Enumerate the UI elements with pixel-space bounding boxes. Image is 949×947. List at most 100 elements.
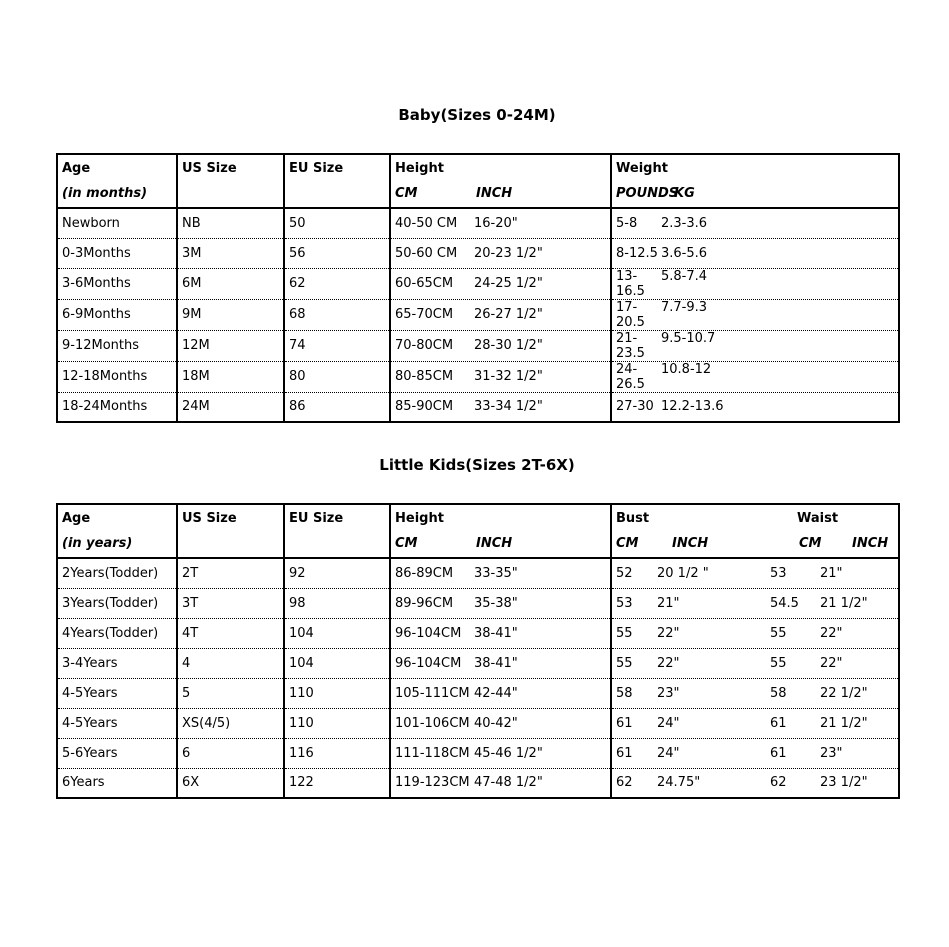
- weight-pounds-value: 5-8: [616, 215, 638, 231]
- header-height: Height CM INCH: [389, 154, 611, 208]
- waist-cm-value: 55: [770, 625, 787, 641]
- weight-cell: 13-16.5 5.8-7.4: [610, 268, 899, 299]
- header-age-unit: (in months): [62, 186, 148, 201]
- eu-size-cell: 104: [283, 648, 390, 678]
- height-cell: 86-89CM 33-35": [389, 558, 611, 588]
- height-cell: 119-123CM 47-48 1/2": [389, 768, 611, 798]
- us-size-cell: 6: [176, 738, 284, 768]
- header-height-label: Height: [395, 511, 444, 526]
- header-us-size-label: US Size: [182, 511, 237, 526]
- age-cell: 6-9Months: [62, 307, 131, 322]
- us-size-cell: 4T: [176, 618, 284, 648]
- height-cell: 70-80CM 28-30 1/2": [389, 330, 611, 361]
- height-inch-value: 24-25 1/2": [474, 276, 543, 291]
- weight-kg-value: 3.6-5.6: [661, 245, 708, 261]
- eu-size-cell: 68: [283, 299, 390, 330]
- us-size-cell: 2T: [176, 558, 284, 588]
- height-cm-value: 105-111CM: [395, 685, 470, 701]
- bust-inch-value: 21": [657, 595, 680, 611]
- bust-waist-cell: 55 22" 55 22": [610, 618, 899, 648]
- bust-inch-value: 22": [657, 625, 680, 641]
- header-us-size: US Size: [176, 504, 284, 558]
- waist-inch-value: 21 1/2": [820, 715, 868, 731]
- age-cell: 9-12Months: [62, 338, 140, 353]
- weight-cell: 24-26.5 10.8-12: [610, 361, 899, 392]
- table-row: 5-6Years 6 116 111-118CM 45-46 1/2" 61 2…: [57, 738, 899, 768]
- age-cell: 4Years(Todder): [62, 625, 159, 641]
- height-cell: 40-50 CM 16-20": [389, 208, 611, 238]
- eu-size-cell: 98: [283, 588, 390, 618]
- header-weight: Weight POUNDS KG: [610, 154, 899, 208]
- weight-pounds-value: 21-23.5: [616, 330, 645, 361]
- weight-pounds-value: 17-20.5: [616, 299, 645, 330]
- header-age: Age (in months): [57, 154, 177, 208]
- table-row: 4Years(Todder) 4T 104 96-104CM 38-41" 55…: [57, 618, 899, 648]
- height-cm-value: 65-70CM: [395, 307, 454, 322]
- table-row: 4-5Years 5 110 105-111CM 42-44" 58 23" 5…: [57, 678, 899, 708]
- age-cell: 4-5Years: [62, 685, 118, 701]
- age-cell: Newborn: [62, 215, 120, 231]
- height-inch-value: 47-48 1/2": [474, 775, 543, 791]
- weight-cell: 17-20.5 7.7-9.3: [610, 299, 899, 330]
- us-size-cell: 24M: [176, 392, 284, 422]
- weight-kg-value: 12.2-13.6: [661, 399, 724, 415]
- bust-waist-cell: 53 21" 54.5 21 1/2": [610, 588, 899, 618]
- table-row: 6-9Months 9M 68 65-70CM 26-27 1/2" 17-20…: [57, 299, 899, 330]
- bust-cm-value: 55: [616, 625, 633, 641]
- height-cell: 50-60 CM 20-23 1/2": [389, 238, 611, 268]
- us-size-cell: 3M: [176, 238, 284, 268]
- waist-inch-value: 21 1/2": [820, 595, 868, 611]
- us-size-cell: 12M: [176, 330, 284, 361]
- header-bust-inch: INCH: [672, 536, 709, 551]
- header-eu-size: EU Size: [283, 154, 390, 208]
- header-height-cm: CM: [395, 536, 418, 551]
- header-weight-pounds: POUNDS: [616, 186, 679, 201]
- table-row: 3-6Months 6M 62 60-65CM 24-25 1/2" 13-16…: [57, 268, 899, 299]
- bust-waist-cell: 62 24.75" 62 23 1/2": [610, 768, 899, 798]
- height-cm-value: 101-106CM: [395, 715, 470, 731]
- bust-waist-cell: 61 24" 61 23": [610, 738, 899, 768]
- bust-cm-value: 58: [616, 685, 633, 701]
- eu-size-cell: 80: [283, 361, 390, 392]
- height-inch-value: 28-30 1/2": [474, 338, 543, 353]
- kids-size-section: Little Kids(Sizes 2T-6X) Age (in years) …: [56, 456, 900, 799]
- age-cell: 2Years(Todder): [62, 565, 159, 581]
- height-cm-value: 119-123CM: [395, 775, 470, 791]
- age-cell: 0-3Months: [62, 245, 131, 261]
- height-inch-value: 33-34 1/2": [474, 399, 543, 415]
- header-waist-inch: INCH: [852, 536, 889, 551]
- waist-inch-value: 22 1/2": [820, 685, 868, 701]
- height-cell: 60-65CM 24-25 1/2": [389, 268, 611, 299]
- header-bust-label: Bust: [616, 511, 650, 526]
- header-weight-label: Weight: [616, 161, 668, 176]
- height-cm-value: 60-65CM: [395, 276, 454, 291]
- bust-inch-value: 24.75": [657, 775, 701, 791]
- bust-cm-value: 55: [616, 655, 633, 671]
- height-cell: 96-104CM 38-41": [389, 648, 611, 678]
- height-cell: 65-70CM 26-27 1/2": [389, 299, 611, 330]
- baby-size-table: Age (in months) US Size EU Size Height: [56, 153, 900, 423]
- height-cm-value: 85-90CM: [395, 399, 454, 415]
- bust-inch-value: 24": [657, 745, 680, 761]
- table-row: 3-4Years 4 104 96-104CM 38-41" 55 22" 55…: [57, 648, 899, 678]
- header-age-label: Age: [62, 511, 91, 526]
- height-cm-value: 89-96CM: [395, 595, 454, 611]
- height-inch-value: 38-41": [474, 625, 518, 641]
- header-us-size: US Size: [176, 154, 284, 208]
- waist-inch-value: 22": [820, 625, 843, 641]
- bust-inch-value: 24": [657, 715, 680, 731]
- us-size-cell: 5: [176, 678, 284, 708]
- height-inch-value: 42-44": [474, 685, 518, 701]
- height-cell: 101-106CM 40-42": [389, 708, 611, 738]
- table-row: 12-18Months 18M 80 80-85CM 31-32 1/2" 24…: [57, 361, 899, 392]
- header-bust-cm: CM: [616, 536, 639, 551]
- kids-size-table: Age (in years) US Size EU Size Height: [56, 503, 900, 799]
- waist-inch-value: 22": [820, 655, 843, 671]
- waist-cm-value: 58: [770, 685, 787, 701]
- baby-header-row: Age (in months) US Size EU Size Height: [57, 154, 899, 208]
- header-height-inch: INCH: [476, 186, 513, 201]
- age-cell: 3-4Years: [62, 655, 118, 671]
- age-cell: 18-24Months: [62, 399, 148, 415]
- bust-inch-value: 23": [657, 685, 680, 701]
- header-age-label: Age: [62, 161, 91, 176]
